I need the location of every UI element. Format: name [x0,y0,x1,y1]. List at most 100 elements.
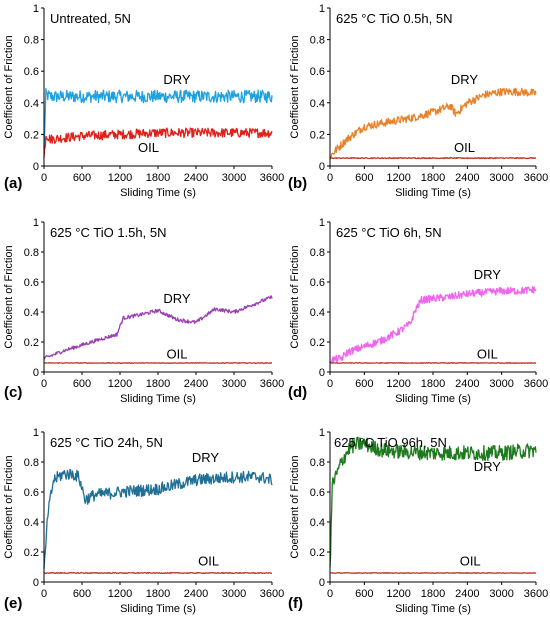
y-tick-label: 1 [33,3,39,15]
x-tick-label: 3600 [524,378,548,390]
chart-panel-2: 0 0.2 0.4 0.6 0.8 1 0 600 1200 1800 2400 3000 3600 Sl… [288,3,548,199]
y-tick-label: 0.8 [310,35,325,47]
series-label-dry: DRY [192,450,220,465]
x-tick-label: 3600 [524,172,548,184]
x-tick-label: 1800 [146,172,170,184]
x-tick-label: 0 [41,172,47,184]
x-tick-label: 2400 [455,378,479,390]
y-tick-label: 0 [319,367,325,379]
y-tick-label: 1 [33,427,39,439]
y-axis-label: Coefficient of Friction [3,245,15,348]
y-tick-label: 0.4 [310,307,325,319]
x-tick-label: 0 [327,172,333,184]
x-tick-label: 3600 [260,588,284,600]
x-tick-label: 1800 [146,588,170,600]
y-tick-label: 0.4 [24,307,39,319]
x-tick-label: 3000 [489,378,513,390]
x-tick-label: 2400 [455,172,479,184]
y-tick-label: 0 [33,367,39,379]
y-tick-label: 0.4 [24,98,39,110]
x-tick-label: 0 [41,588,47,600]
x-tick-label: 3000 [489,172,513,184]
y-tick-label: 0.2 [24,337,39,349]
x-tick-label: 3000 [222,588,246,600]
series-line-dry [43,468,273,570]
x-tick-label: 1200 [108,378,132,390]
series-label-oil: OIL [454,140,475,155]
y-tick-label: 0.6 [310,66,325,78]
panel-letter: (b) [288,175,307,192]
x-tick-label: 1200 [108,588,132,600]
x-tick-label: 600 [73,588,91,600]
y-tick-label: 0 [319,161,325,173]
y-tick-label: 0.8 [310,457,325,469]
series-label-oil: OIL [138,140,159,155]
y-tick-label: 0.2 [24,129,39,141]
y-tick-label: 0.4 [310,517,325,529]
y-tick-label: 0.6 [24,277,39,289]
y-tick-label: 1 [319,217,325,229]
y-tick-label: 0.8 [24,35,39,47]
series-line-dry [329,87,537,160]
x-tick-label: 3600 [260,378,284,390]
x-axis-label: Sliding Time (s) [395,393,471,405]
x-tick-label: 1200 [386,172,410,184]
x-axis-label: Sliding Time (s) [395,603,471,615]
y-tick-label: 0.2 [310,547,325,559]
y-axis-label: Coefficient of Friction [3,455,15,558]
x-tick-label: 1200 [108,172,132,184]
x-tick-label: 1200 [386,378,410,390]
x-axis-label: Sliding Time (s) [120,187,196,199]
y-tick-label: 0.2 [310,337,325,349]
series-label-dry: DRY [474,267,502,282]
x-axis-label: Sliding Time (s) [120,393,196,405]
y-tick-label: 0.6 [24,66,39,78]
y-tick-label: 0 [33,161,39,173]
chart-panel-4: 0 0.2 0.4 0.6 0.8 1 0 600 1200 1800 2400 3000 3600 Sl… [288,217,548,405]
x-tick-label: 600 [355,378,373,390]
series-line-oil [43,571,273,575]
series-label-dry: DRY [163,72,191,87]
series-line-oil [329,362,537,364]
series-line-oil [329,156,537,160]
y-tick-label: 0 [33,577,39,589]
series-label-oil: OIL [460,554,481,569]
x-tick-label: 1800 [421,378,445,390]
series-label-dry: DRY [451,72,479,87]
series-label-dry: DRY [474,459,502,474]
chart-panel-1: 0 0.2 0.4 0.6 0.8 1 0 600 1200 1800 2400 3000 3600 Sl… [3,3,284,199]
x-tick-label: 3000 [222,172,246,184]
y-tick-label: 0.8 [310,247,325,259]
x-tick-label: 2400 [184,172,208,184]
y-axis-label: Coefficient of Friction [3,35,15,138]
panel-letter: (c) [4,384,22,401]
y-axis-label: Coefficient of Friction [289,245,301,348]
x-tick-label: 1800 [146,378,170,390]
series-line-dry [329,285,537,364]
series-line-oil [43,362,273,364]
x-tick-label: 600 [73,378,91,390]
panel-letter: (f) [288,595,303,612]
series-line-oil [43,127,273,158]
series-line-dry [43,87,273,149]
x-tick-label: 3600 [524,588,548,600]
chart-title: 625 °C TiO 96h, 5N [334,435,447,450]
x-tick-label: 2400 [184,588,208,600]
panel-letter: (d) [288,384,307,401]
x-tick-label: 3000 [489,588,513,600]
y-tick-label: 0.6 [310,277,325,289]
chart-title: 625 °C TiO 6h, 5N [336,225,442,240]
y-tick-label: 0.2 [24,547,39,559]
x-tick-label: 600 [73,172,91,184]
chart-panel-5: 0 0.2 0.4 0.6 0.8 1 0 600 1200 1800 2400 3000 3600 Sl… [3,427,284,615]
x-tick-label: 600 [355,588,373,600]
x-tick-label: 2400 [455,588,479,600]
y-tick-label: 0.2 [310,129,325,141]
chart-title: 625 °C TiO 1.5h, 5N [50,225,166,240]
y-tick-label: 0.4 [310,98,325,110]
y-tick-label: 0.4 [24,517,39,529]
chart-panel-3: 0 0.2 0.4 0.6 0.8 1 0 600 1200 1800 2400 3000 3600 Sl… [3,217,284,405]
series-line-dry [43,295,273,360]
x-axis-label: Sliding Time (s) [120,603,196,615]
x-tick-label: 1800 [421,588,445,600]
